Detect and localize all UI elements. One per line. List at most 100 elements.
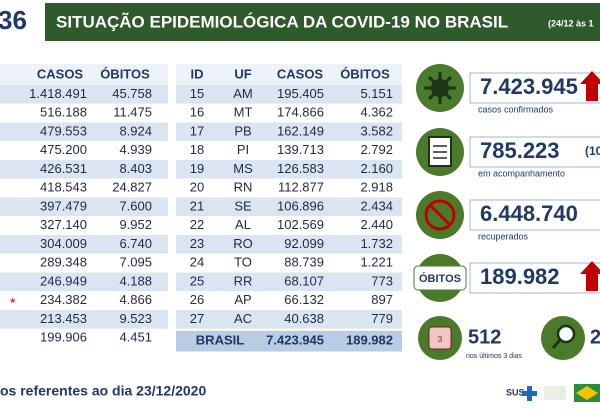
- deaths-cell: 4.866: [119, 292, 152, 307]
- total-cell: 189.982: [346, 333, 393, 348]
- left-table-header: [0, 64, 168, 86]
- cases-cell: 418.543: [40, 180, 87, 195]
- cases-cell: 426.531: [40, 161, 87, 176]
- cases-cell: 327.140: [40, 217, 87, 232]
- stat-box: [469, 136, 600, 168]
- table-row: [0, 253, 168, 273]
- table-cell: 66.132: [284, 292, 324, 307]
- table-cell: 174.866: [277, 105, 324, 120]
- table-row: [0, 178, 168, 198]
- stat-value: 7.423.945: [480, 74, 578, 99]
- table-row: [176, 160, 402, 179]
- table-cell: 17: [190, 123, 204, 138]
- table-cell: 68.107: [284, 273, 324, 288]
- table-cell: 126.583: [277, 161, 324, 176]
- up-arrow: [580, 71, 600, 101]
- column-header: CASOS: [277, 66, 324, 81]
- stat-label: recuperados: [478, 231, 529, 241]
- cases-cell: 289.348: [40, 255, 87, 270]
- table-row: [176, 235, 402, 254]
- icon-clipboard: [416, 128, 464, 176]
- table-row: [176, 197, 402, 217]
- table-row: [0, 272, 168, 292]
- table-row: [176, 103, 402, 123]
- table-row: [0, 291, 168, 310]
- table-cell: 4.362: [360, 105, 393, 120]
- table-cell: RR: [234, 273, 253, 288]
- table-cell: 779: [371, 311, 393, 326]
- table-cell: 25: [190, 273, 204, 288]
- table-cell: 773: [371, 273, 393, 288]
- stat-value: 785.223: [480, 138, 560, 163]
- deaths-cell: 4.188: [119, 273, 152, 288]
- cases-cell: 213.453: [40, 311, 87, 326]
- table-row: [0, 141, 168, 160]
- table-row: [176, 272, 402, 292]
- table-cell: 23: [190, 236, 204, 251]
- table-cell: 1.221: [360, 255, 393, 270]
- table-cell: 19: [190, 161, 204, 176]
- stat-box: [469, 72, 600, 104]
- table-row: [176, 122, 402, 142]
- table-row: [0, 122, 168, 142]
- table-cell: 22: [190, 217, 204, 232]
- total-cell: BRASIL: [196, 333, 244, 348]
- deaths-cell: 7.600: [119, 198, 152, 213]
- table-cell: MS: [233, 161, 253, 176]
- table-cell: PI: [237, 142, 249, 157]
- stat-value: 2: [590, 326, 600, 348]
- icon-calendar: [418, 316, 462, 360]
- cases-cell: 479.553: [40, 123, 87, 138]
- table-cell: 24: [190, 255, 204, 270]
- table-row: [0, 310, 168, 329]
- table-cell: PB: [234, 123, 251, 138]
- deaths-cell: 6.740: [119, 236, 152, 251]
- table-row: [0, 235, 168, 254]
- table-row: [0, 160, 168, 179]
- icon-recovered: [416, 191, 464, 239]
- table-row: [0, 328, 168, 348]
- deaths-cell: 7.095: [119, 255, 152, 270]
- table-cell: 1.732: [360, 236, 393, 251]
- table-cell: 20: [190, 180, 204, 195]
- table-cell: RO: [233, 236, 253, 251]
- stat-value: 512: [468, 326, 501, 348]
- table-row: [176, 216, 402, 235]
- table-row: [176, 310, 402, 329]
- badge-text: ÓBITOS: [419, 272, 461, 285]
- icon-search: [541, 316, 585, 360]
- table-row: [176, 141, 402, 160]
- table-cell: 112.877: [278, 180, 324, 195]
- table-cell: 139.713: [277, 142, 324, 157]
- deaths-cell: 9.952: [119, 217, 152, 232]
- deaths-cell: 4.939: [119, 142, 152, 157]
- title-banner: [45, 3, 600, 41]
- up-arrow: [580, 261, 600, 291]
- column-header: ÓBITOS: [100, 66, 150, 81]
- total-row: [176, 330, 402, 352]
- table-cell: 897: [371, 292, 393, 307]
- total-cell: 7.423.945: [266, 333, 324, 348]
- cases-cell: 246.949: [40, 273, 87, 288]
- cases-cell: 397.479: [40, 198, 87, 213]
- table-cell: 26: [190, 292, 204, 307]
- badge: [413, 265, 467, 291]
- table-cell: 102.569: [277, 217, 324, 232]
- table-cell: AC: [234, 311, 252, 326]
- deaths-cell: 8.403: [119, 161, 152, 176]
- table-cell: MT: [234, 105, 253, 120]
- table-cell: 40.638: [284, 311, 324, 326]
- logo-ministry: [544, 384, 600, 402]
- table-cell: SE: [234, 198, 252, 213]
- table-cell: 27: [190, 311, 204, 326]
- table-cell: AM: [233, 86, 253, 101]
- table-row: [176, 85, 402, 104]
- row-mark: *: [10, 294, 16, 310]
- table-cell: TO: [234, 255, 252, 270]
- table-row: [176, 178, 402, 198]
- right-table-header: [176, 64, 402, 86]
- cases-cell: 516.188: [40, 105, 87, 120]
- cases-cell: 304.009: [40, 236, 87, 251]
- icon-virus: [416, 64, 464, 112]
- table-cell: 3.582: [360, 123, 393, 138]
